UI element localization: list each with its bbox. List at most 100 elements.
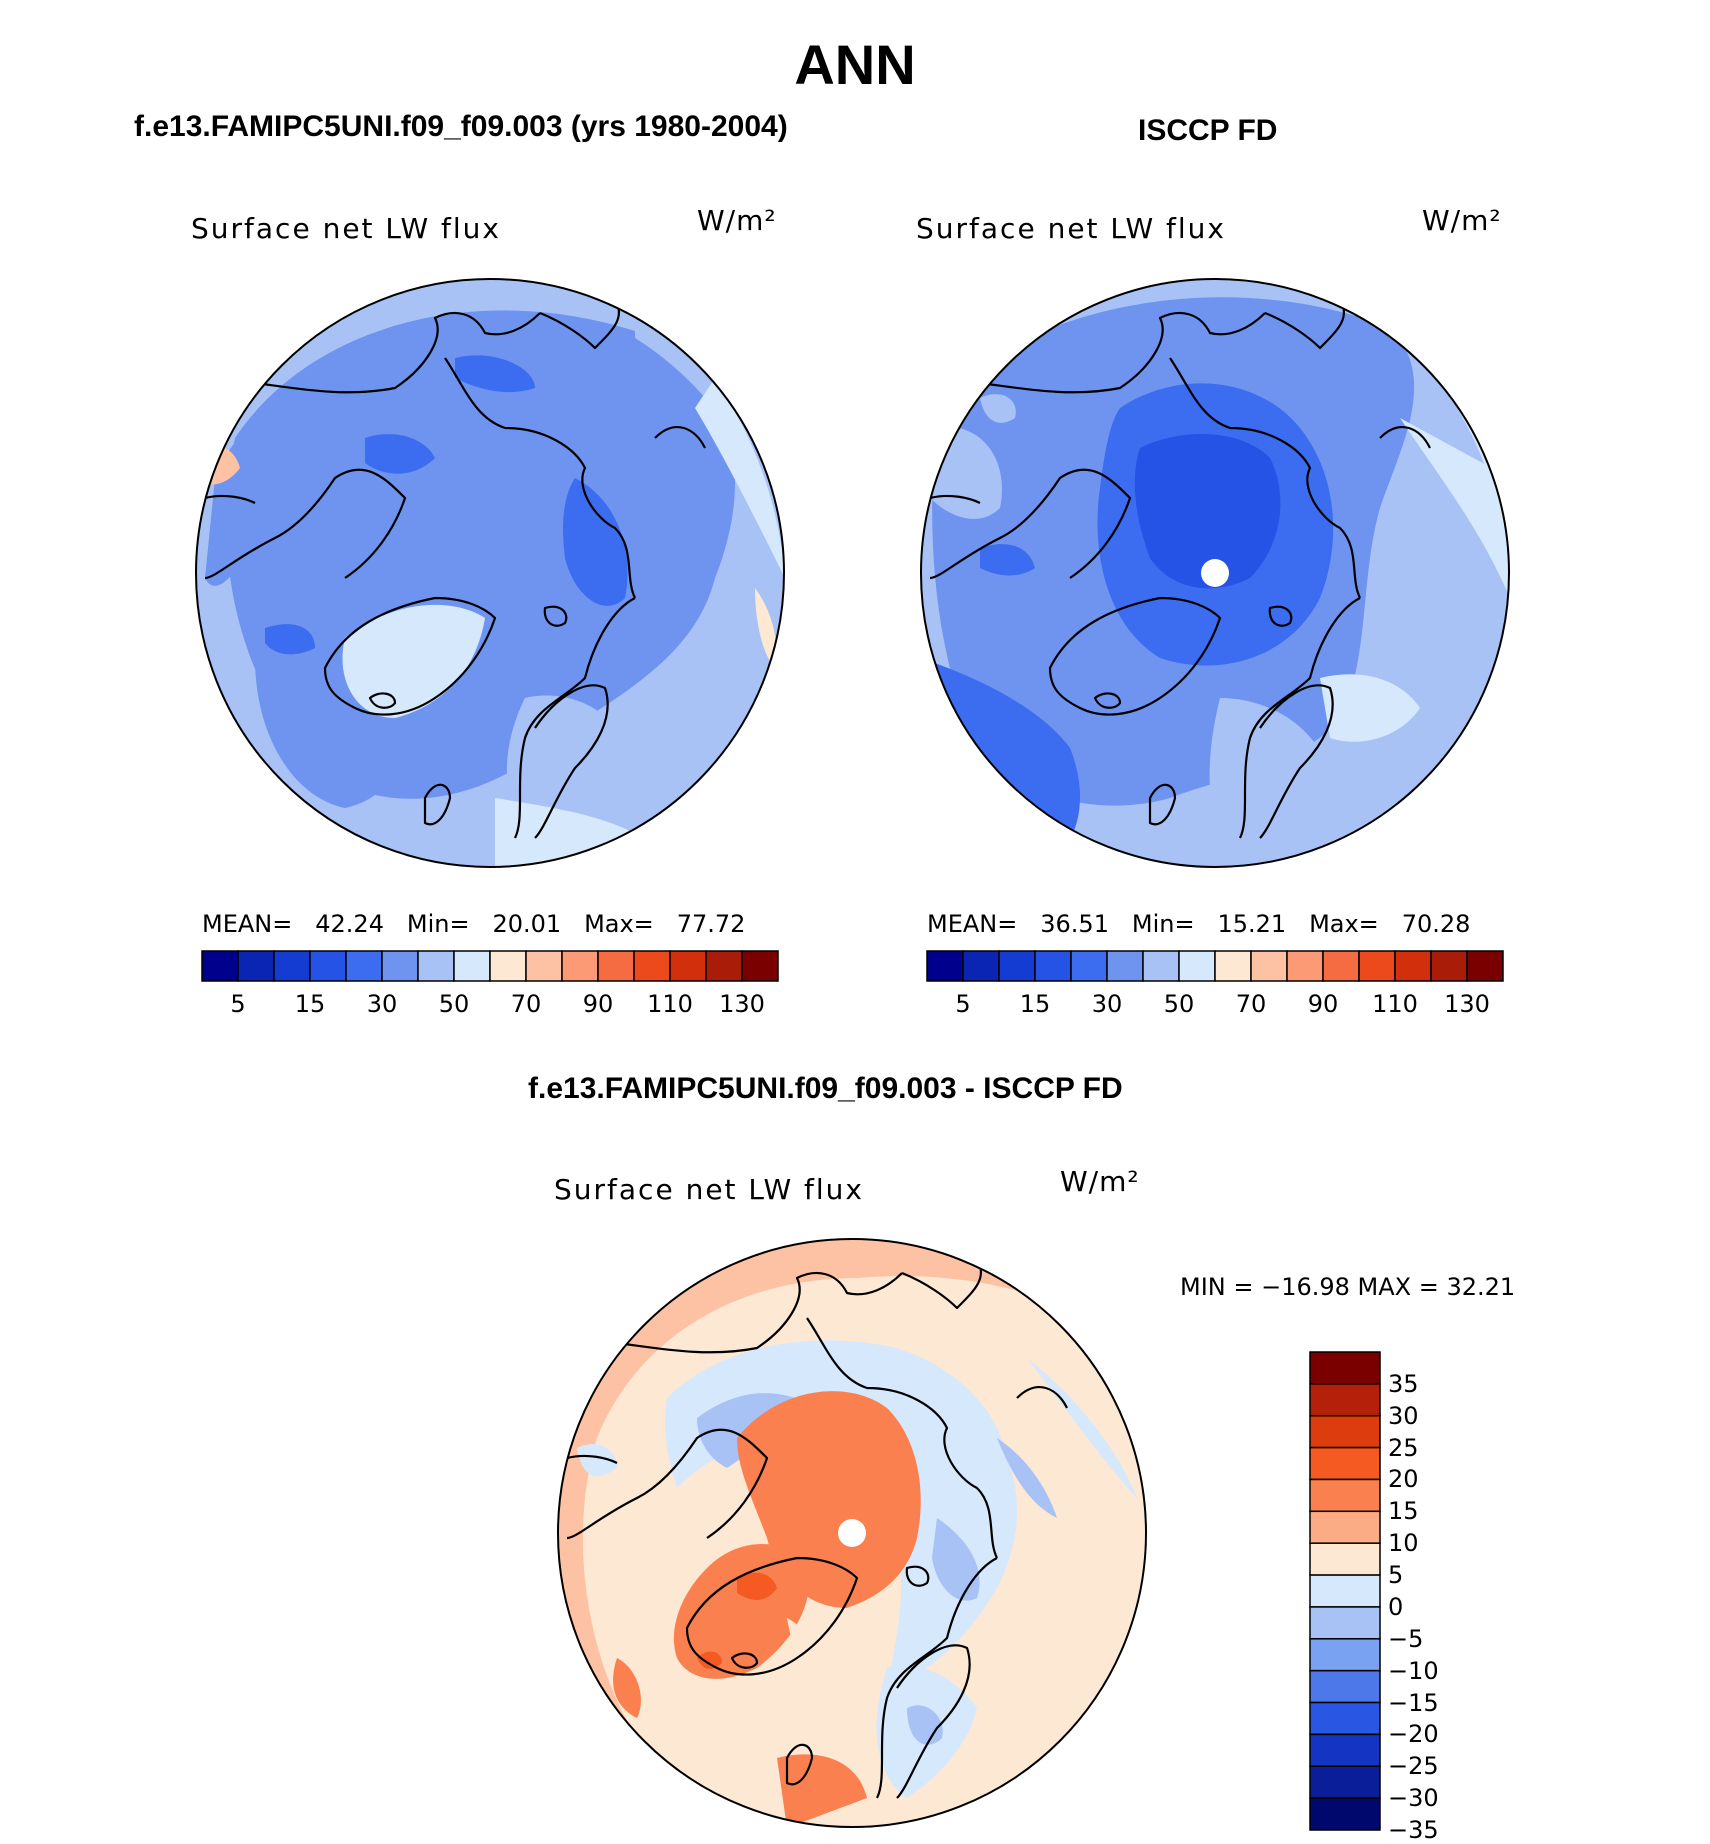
colorbar-obs xyxy=(926,950,1504,982)
colorbar-obs-swatch xyxy=(1358,950,1396,982)
colorbar-obs-tick-label: 110 xyxy=(1372,990,1418,1018)
colorbar-diff-tick-label: −20 xyxy=(1388,1720,1439,1749)
polar-map-diff xyxy=(557,1238,1147,1828)
colorbar-model-swatch xyxy=(489,950,527,982)
units-label-diff: W/m² xyxy=(1060,1165,1140,1198)
colorbar-diff-tick-label: 30 xyxy=(1388,1401,1419,1430)
colorbar-obs-swatch xyxy=(1322,950,1360,982)
colorbar-obs-swatch xyxy=(1178,950,1216,982)
colorbar-diff-swatch xyxy=(1309,1351,1381,1385)
colorbar-diff-swatch xyxy=(1309,1669,1381,1704)
colorbar-obs-swatch xyxy=(1430,950,1468,982)
stats-diff: MIN = −16.98 MAX = 32.21 xyxy=(1180,1273,1516,1301)
colorbar-obs-swatch xyxy=(1466,950,1504,982)
min-label-obs: Min= xyxy=(1131,910,1195,938)
colorbar-diff-swatch xyxy=(1309,1446,1381,1481)
colorbar-diff-tick-label: 35 xyxy=(1388,1369,1419,1398)
colorbar-obs-swatch xyxy=(998,950,1036,982)
colorbar-obs-tick-label: 50 xyxy=(1163,990,1195,1018)
colorbar-diff-tick-label: −30 xyxy=(1388,1784,1439,1813)
colorbar-model-swatch xyxy=(453,950,491,982)
colorbar-model-swatch xyxy=(273,950,311,982)
colorbar-diff-tick-label: 15 xyxy=(1388,1497,1419,1526)
colorbar-diff-tick-label: −25 xyxy=(1388,1752,1439,1781)
colorbar-obs-tick-label: 70 xyxy=(1235,990,1267,1018)
colorbar-diff-swatch xyxy=(1309,1574,1381,1608)
mean-label-obs: MEAN= xyxy=(927,910,1018,938)
colorbar-diff-swatch xyxy=(1309,1478,1381,1513)
colorbar-diff-swatch xyxy=(1309,1765,1381,1799)
colorbar-model-swatch xyxy=(237,950,275,982)
variable-label-diff: Surface net LW flux xyxy=(554,1173,864,1206)
colorbar-model-swatch xyxy=(345,950,383,982)
variable-label-obs: Surface net LW flux xyxy=(916,212,1226,245)
colorbar-ticks-obs: 5 15 30 50 70 90 110 130 xyxy=(927,990,1503,1020)
colorbar-diff-tick-label: −10 xyxy=(1388,1656,1439,1685)
colorbar-model-swatch xyxy=(741,950,779,982)
min-label-model: Min= xyxy=(406,910,470,938)
stats-model: MEAN= 42.24 Min= 20.01 Max= 77.72 xyxy=(202,910,745,938)
units-label-obs: W/m² xyxy=(1422,204,1502,237)
polar-map-model xyxy=(195,278,785,868)
colorbar-obs-swatch xyxy=(1070,950,1108,982)
colorbar-diff-tick-label: −15 xyxy=(1388,1688,1439,1717)
colorbar-model-swatch xyxy=(525,950,563,982)
colorbar-diff-tick-label: 0 xyxy=(1388,1592,1404,1621)
colorbar-diff-tick-label: −5 xyxy=(1388,1624,1424,1653)
variable-label-model: Surface net LW flux xyxy=(191,212,501,245)
colorbar-obs-swatch xyxy=(926,950,964,982)
colorbar-diff-swatch xyxy=(1309,1606,1381,1640)
colorbar-obs-tick-label: 30 xyxy=(1091,990,1123,1018)
panel-title-diff: f.e13.FAMIPC5UNI.f09_f09.003 - ISCCP FD xyxy=(528,1072,1123,1105)
colorbar-diff-tick-label: 10 xyxy=(1388,1529,1419,1558)
colorbar-obs-swatch xyxy=(1214,950,1252,982)
colorbar-diff-swatch xyxy=(1309,1510,1381,1544)
colorbar-diff-swatch xyxy=(1309,1542,1381,1576)
colorbar-model-tick-label: 130 xyxy=(719,990,765,1018)
colorbar-obs-tick-label: 5 xyxy=(955,990,971,1018)
colorbar-model-tick-label: 90 xyxy=(582,990,614,1018)
colorbar-model-swatch xyxy=(597,950,635,982)
page-title: ANN xyxy=(794,33,916,96)
colorbar-model-tick-label: 70 xyxy=(510,990,542,1018)
colorbar-model xyxy=(201,950,779,982)
mean-label-model: MEAN= xyxy=(202,910,293,938)
colorbar-model-swatch xyxy=(309,950,347,982)
min-value-obs: 15.21 xyxy=(1217,910,1287,938)
colorbar-model-swatch xyxy=(561,950,599,982)
min-value-model: 20.01 xyxy=(492,910,562,938)
colorbar-ticks-model: 5 15 30 50 70 90 110 130 xyxy=(202,990,778,1020)
units-label-model: W/m² xyxy=(697,204,777,237)
polar-map-obs xyxy=(920,278,1510,868)
stats-obs: MEAN= 36.51 Min= 15.21 Max= 70.28 xyxy=(927,910,1470,938)
mean-value-model: 42.24 xyxy=(315,910,384,938)
colorbar-obs-tick-label: 15 xyxy=(1019,990,1051,1018)
colorbar-model-tick-label: 110 xyxy=(647,990,693,1018)
colorbar-diff xyxy=(1309,1351,1381,1831)
max-label-obs: Max= xyxy=(1309,910,1379,938)
colorbar-model-tick-label: 5 xyxy=(230,990,246,1018)
colorbar-obs-swatch xyxy=(1286,950,1324,982)
colorbar-model-swatch xyxy=(705,950,743,982)
colorbar-ticks-diff: 35 30 25 20 15 10 5 0 −5 −10 −15 −20 −25 −30 −35 xyxy=(1388,1352,1478,1844)
colorbar-diff-swatch xyxy=(1309,1638,1381,1672)
colorbar-model-swatch xyxy=(417,950,455,982)
colorbar-model-swatch xyxy=(669,950,707,982)
colorbar-model-tick-label: 30 xyxy=(366,990,398,1018)
mean-value-obs: 36.51 xyxy=(1040,910,1109,938)
max-value-obs: 70.28 xyxy=(1401,910,1471,938)
colorbar-model-swatch xyxy=(201,950,239,982)
max-label-model: Max= xyxy=(584,910,654,938)
colorbar-diff-swatch xyxy=(1309,1383,1381,1417)
max-value-model: 77.72 xyxy=(676,910,746,938)
colorbar-model-swatch xyxy=(381,950,419,982)
colorbar-obs-swatch xyxy=(1034,950,1072,982)
panel-title-obs: ISCCP FD xyxy=(1138,114,1278,147)
colorbar-diff-tick-label: 20 xyxy=(1388,1465,1419,1494)
colorbar-obs-swatch xyxy=(1142,950,1180,982)
colorbar-diff-swatch xyxy=(1309,1701,1381,1736)
colorbar-diff-tick-label: 5 xyxy=(1388,1561,1404,1590)
colorbar-diff-tick-label: 25 xyxy=(1388,1433,1419,1462)
colorbar-model-tick-label: 50 xyxy=(438,990,470,1018)
colorbar-diff-tick-label: −35 xyxy=(1388,1816,1439,1844)
